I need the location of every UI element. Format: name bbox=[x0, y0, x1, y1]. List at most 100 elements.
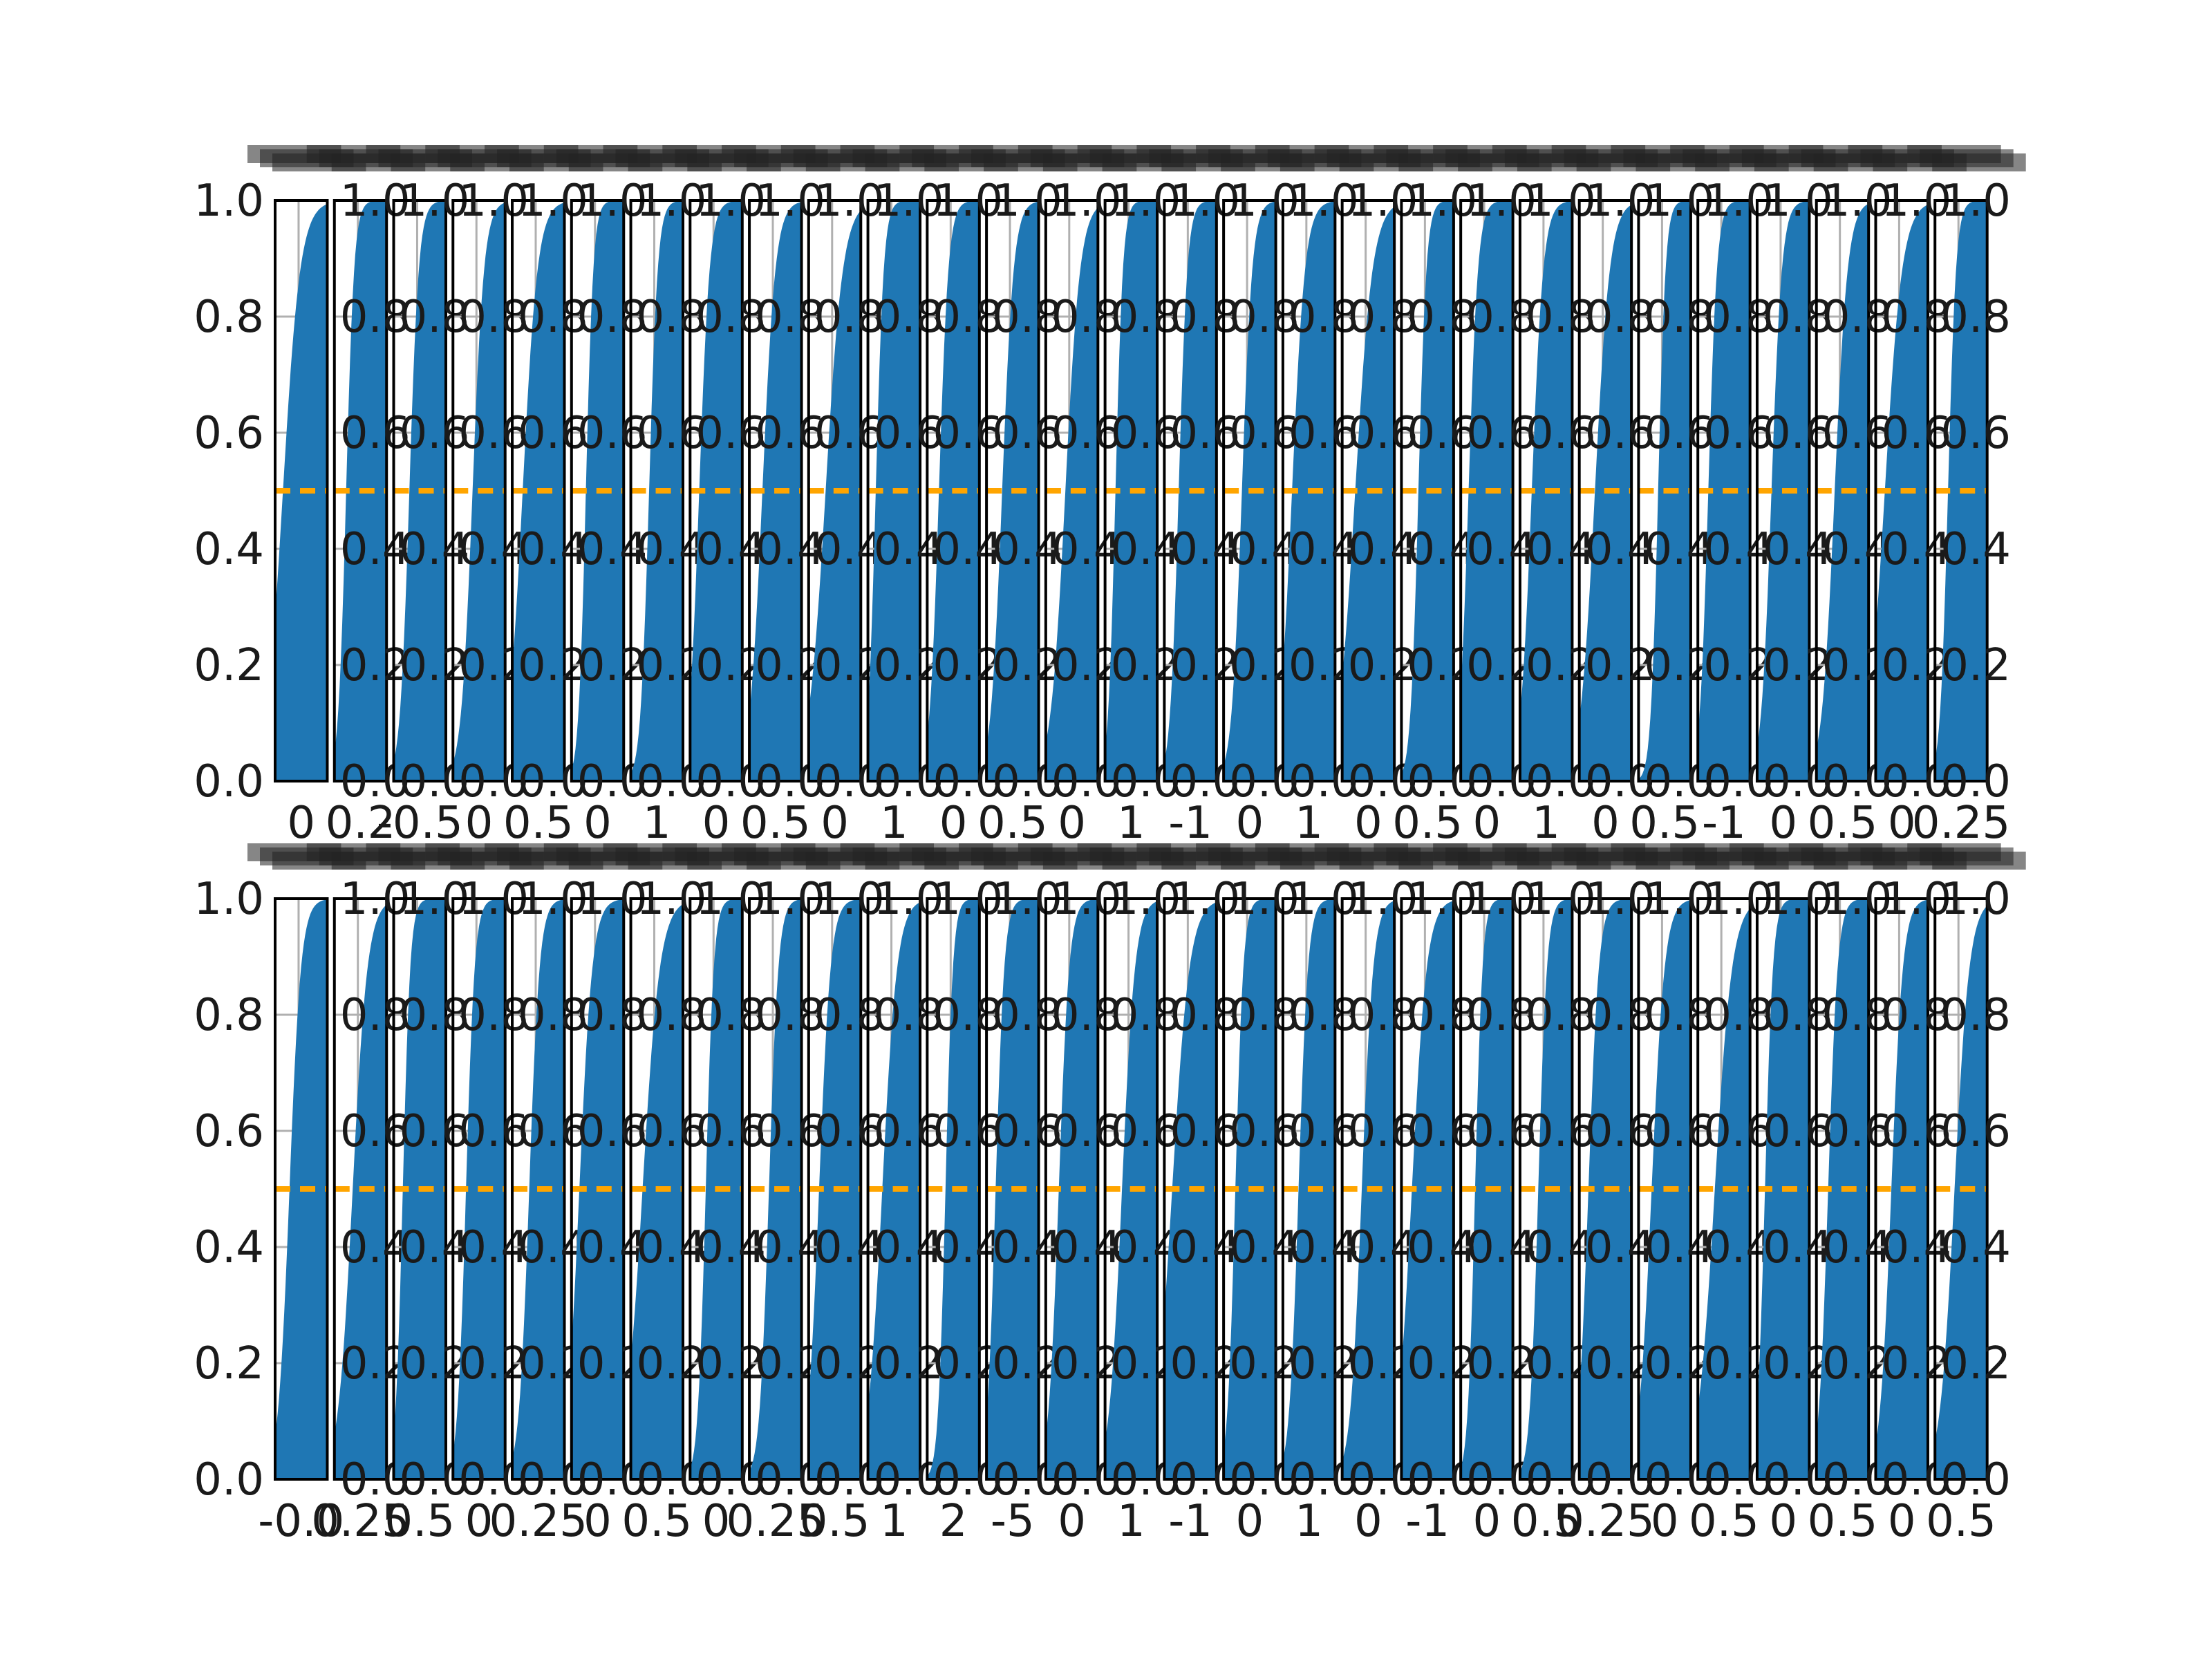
panel-frame bbox=[926, 199, 981, 782]
x-tick-label: 0.25 bbox=[489, 1496, 588, 1547]
x-tick-label: 0 bbox=[821, 798, 849, 849]
panel-frame bbox=[1400, 897, 1455, 1481]
x-tick-label: 1 bbox=[643, 798, 671, 849]
panel-frame bbox=[274, 897, 329, 1481]
panel-frame bbox=[332, 199, 388, 782]
x-tick-label: 0 bbox=[1473, 798, 1501, 849]
y-tick-label: 0.8 bbox=[194, 292, 264, 343]
x-tick-label: 0.25 bbox=[311, 1496, 410, 1547]
panel-title-strip bbox=[247, 145, 2026, 171]
subplot-panel: 0.00.20.40.60.81.0-5 bbox=[985, 874, 1062, 1547]
subplot-panel: 0.00.20.40.60.81.00.5 bbox=[740, 176, 825, 849]
y-tick-label: 0.4 bbox=[1940, 524, 2011, 575]
panel-frame bbox=[866, 199, 922, 782]
x-tick-label: 0.5 bbox=[740, 798, 811, 849]
panel-frame bbox=[1696, 199, 1752, 782]
panel-frame bbox=[1696, 897, 1752, 1481]
x-tick-label: 0.25 bbox=[727, 1496, 825, 1547]
y-tick-label: 0.4 bbox=[1940, 1222, 2011, 1273]
panel-frame bbox=[1815, 897, 1871, 1481]
x-tick-label: 0 bbox=[1888, 1496, 1916, 1547]
x-tick-label: 0 bbox=[1769, 1496, 1797, 1547]
panel-frame bbox=[1281, 897, 1337, 1481]
x-tick-label: 0 bbox=[1888, 798, 1916, 849]
y-tick-label: 0.2 bbox=[194, 640, 264, 691]
x-tick-label: -1 bbox=[1405, 1496, 1450, 1547]
x-tick-label: 0.5 bbox=[977, 798, 1048, 849]
y-tick-label: 0.2 bbox=[1940, 640, 2011, 691]
x-tick-label: 0.5 bbox=[1511, 1496, 1582, 1547]
subplot-panel: 0.00.20.40.60.81.00.5 bbox=[1926, 874, 2011, 1547]
panel-frame bbox=[1163, 199, 1218, 782]
subplot-panel: 0.00.20.40.60.81.00.5 bbox=[1689, 874, 1774, 1547]
panel-frame bbox=[1044, 897, 1100, 1481]
x-tick-label: 1 bbox=[1295, 798, 1323, 849]
panel-frame bbox=[1459, 199, 1515, 782]
x-tick-label: 0.2 bbox=[326, 798, 396, 849]
subplot-panel: 0.00.20.40.60.81.00.25 bbox=[489, 874, 588, 1547]
subplot-panel: 0.00.20.40.60.81.00.5 bbox=[1808, 874, 1893, 1547]
x-tick-label: 0 bbox=[1058, 798, 1086, 849]
cumulative-bars bbox=[1342, 207, 1395, 781]
x-tick-label: -1 bbox=[1702, 798, 1746, 849]
panel-frame bbox=[1103, 199, 1159, 782]
panel-frame bbox=[511, 897, 566, 1481]
x-tick-label: 1 bbox=[1295, 1496, 1323, 1547]
panel-title-glyphs bbox=[1932, 852, 2026, 870]
subplot-panel: 0.00.20.40.60.81.00 bbox=[1577, 176, 1655, 849]
y-tick-label: 0.4 bbox=[194, 524, 264, 575]
y-tick-label: 0.6 bbox=[1940, 408, 2011, 459]
x-tick-label: 0 bbox=[1591, 798, 1620, 849]
x-tick-label: 0.5 bbox=[1629, 798, 1700, 849]
subplot-panel: 0.00.20.40.60.81.00 bbox=[1874, 874, 1951, 1547]
subplot-panel: 0.00.20.40.60.81.01 bbox=[866, 874, 944, 1547]
subplot-panel: 0.00.20.40.60.81.00 bbox=[1459, 874, 1537, 1547]
subplot-panel: 0.00.20.40.60.81.00.5 bbox=[977, 176, 1062, 849]
y-tick-label: 0.8 bbox=[194, 990, 264, 1041]
panel-frame bbox=[1459, 897, 1515, 1481]
subplot-panel: 0.00.20.40.60.81.0-1 bbox=[1163, 176, 1240, 849]
panel-frame bbox=[1637, 897, 1692, 1481]
subplot-panel: 0.00.20.40.60.81.01 bbox=[1518, 176, 1596, 849]
panel-title-strip bbox=[247, 843, 2026, 870]
x-tick-label: 0.5 bbox=[800, 1496, 870, 1547]
y-tick-label: 0.6 bbox=[194, 408, 264, 459]
panel-frame bbox=[1044, 199, 1100, 782]
y-tick-label: 0.2 bbox=[194, 1338, 264, 1389]
x-tick-label: 0 bbox=[583, 1496, 612, 1547]
x-tick-label: 0 bbox=[583, 798, 612, 849]
subplot-panel: 0.00.20.40.60.81.00.2 bbox=[326, 176, 411, 849]
y-tick-label: 0.0 bbox=[1940, 1454, 2011, 1506]
panel-frame bbox=[748, 199, 803, 782]
x-tick-label: 0.5 bbox=[384, 1496, 455, 1547]
panel-frame bbox=[1933, 897, 1989, 1481]
panel-frame bbox=[1518, 897, 1574, 1481]
panel-title-glyphs bbox=[1932, 153, 2026, 171]
x-tick-label: -1 bbox=[1168, 1496, 1212, 1547]
panel-frame bbox=[1874, 897, 1929, 1481]
x-tick-label: 0 bbox=[702, 798, 731, 849]
panel-frame bbox=[629, 897, 685, 1481]
x-tick-label: 0 bbox=[465, 1496, 494, 1547]
x-tick-label: 0 bbox=[465, 798, 494, 849]
panel-frame bbox=[688, 897, 744, 1481]
panel-frame bbox=[926, 897, 981, 1481]
y-tick-label: 1.0 bbox=[1940, 874, 2011, 925]
panel-frame bbox=[511, 199, 566, 782]
y-tick-label: 0.6 bbox=[194, 1106, 264, 1157]
panel-frame bbox=[1874, 199, 1929, 782]
y-tick-label: 1.0 bbox=[194, 176, 264, 227]
x-tick-label: 0.25 bbox=[1556, 1496, 1655, 1547]
panel-frame bbox=[748, 897, 803, 1481]
panel-frame bbox=[1577, 199, 1633, 782]
x-tick-label: 0 bbox=[1473, 1496, 1501, 1547]
panel-frame bbox=[985, 199, 1040, 782]
x-tick-label: -0.5 bbox=[377, 798, 463, 849]
panel-frame bbox=[392, 199, 447, 782]
chart-row-bottom: 0.00.20.40.60.81.0-0.00.00.20.40.60.81.0… bbox=[194, 843, 2026, 1547]
y-tick-label: 0.8 bbox=[1940, 990, 2011, 1041]
subplot-panel: 0.00.20.40.60.81.01 bbox=[1103, 176, 1181, 849]
panel-frame bbox=[570, 897, 626, 1481]
panel-frame bbox=[1103, 897, 1159, 1481]
